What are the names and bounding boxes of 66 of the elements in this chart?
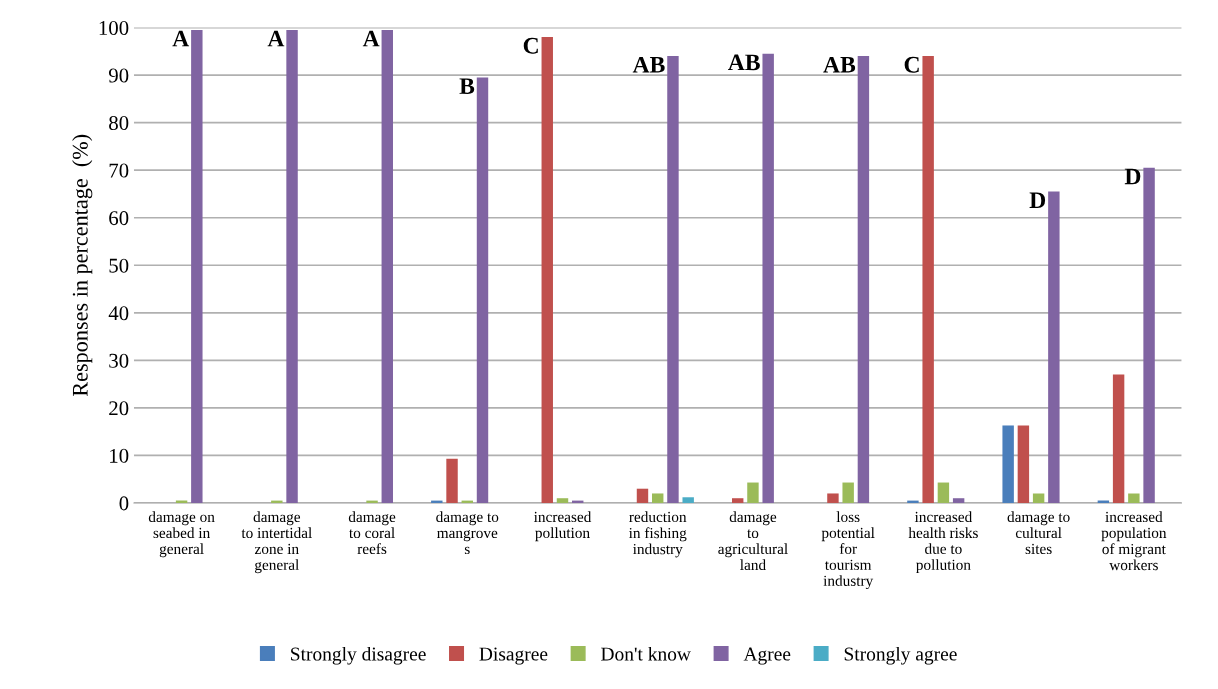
annotation: AB bbox=[823, 56, 856, 73]
bar bbox=[636, 488, 649, 503]
y-tick-label: 90 bbox=[108, 68, 129, 83]
annotation: C bbox=[904, 56, 919, 73]
bar bbox=[1143, 167, 1155, 503]
bar bbox=[1112, 374, 1125, 503]
y-tick-label: 40 bbox=[108, 306, 129, 321]
annotation: B bbox=[459, 78, 475, 94]
bar bbox=[667, 56, 679, 503]
bar bbox=[857, 56, 870, 503]
x-tick-label: damage to intertidal zone in general bbox=[241, 511, 312, 574]
legend-label: Strongly disagree bbox=[291, 646, 426, 665]
annotation: AB bbox=[632, 56, 665, 73]
annotation: D bbox=[1029, 192, 1046, 209]
legend-label: Don't know bbox=[601, 646, 691, 661]
y-tick-label: 80 bbox=[109, 116, 129, 131]
x-tick-label: damage to agricultural land bbox=[718, 511, 788, 571]
y-tick-label: 70 bbox=[109, 163, 129, 178]
bar bbox=[732, 498, 744, 503]
bar bbox=[286, 29, 298, 503]
bar bbox=[827, 493, 839, 503]
bar bbox=[446, 458, 458, 503]
y-tick-label: 50 bbox=[109, 258, 129, 273]
legend-label: Agree bbox=[743, 647, 791, 665]
bar bbox=[762, 53, 774, 503]
legend-label: Strongly agree bbox=[844, 646, 957, 665]
bar bbox=[1048, 191, 1060, 503]
y-tick-label: 10 bbox=[110, 448, 129, 463]
x-tick-label: damage to mangrove s bbox=[436, 511, 499, 555]
bar bbox=[476, 77, 489, 503]
annotation: A bbox=[172, 30, 190, 47]
y-tick-label: 20 bbox=[109, 401, 129, 416]
x-tick-label: damage to cultural sites bbox=[1007, 511, 1070, 555]
bar bbox=[842, 482, 854, 503]
bar bbox=[952, 498, 965, 503]
y-tick-label: 60 bbox=[109, 211, 129, 226]
bar bbox=[381, 29, 393, 503]
annotation: D bbox=[1124, 168, 1141, 185]
bar bbox=[1017, 425, 1030, 503]
x-tick-label: loss potential for tourism industry bbox=[821, 511, 875, 590]
annotation: AB bbox=[727, 54, 760, 71]
y-tick-label: 30 bbox=[109, 353, 129, 368]
x-tick-label: damage on seabed in general bbox=[148, 511, 215, 558]
annotation: C bbox=[523, 37, 538, 54]
x-tick-label: increased health risks due to pollution bbox=[908, 511, 978, 574]
annotation: A bbox=[267, 30, 285, 47]
y-tick-label: 0 bbox=[119, 496, 129, 511]
bar bbox=[541, 37, 553, 503]
bar bbox=[556, 498, 569, 503]
bar bbox=[682, 497, 694, 503]
legend-label: Disagree bbox=[479, 647, 548, 665]
bar bbox=[747, 482, 759, 503]
bar bbox=[1128, 493, 1140, 503]
x-tick-label: increased population of migrant workers bbox=[1101, 511, 1167, 571]
x-tick-label: damage to coral reefs bbox=[348, 511, 396, 555]
annotation: A bbox=[362, 30, 380, 47]
bar bbox=[191, 29, 203, 503]
bar bbox=[1032, 493, 1045, 503]
bar bbox=[652, 493, 664, 503]
x-tick-label: reduction in fishing industry bbox=[628, 511, 687, 558]
x-tick-label: increased pollution bbox=[533, 511, 592, 542]
bar bbox=[937, 482, 950, 503]
bar bbox=[922, 56, 934, 503]
y-axis-title: Responses in percentage (%) bbox=[72, 134, 93, 397]
y-tick-label: 100 bbox=[99, 20, 129, 35]
bar bbox=[1002, 425, 1014, 503]
